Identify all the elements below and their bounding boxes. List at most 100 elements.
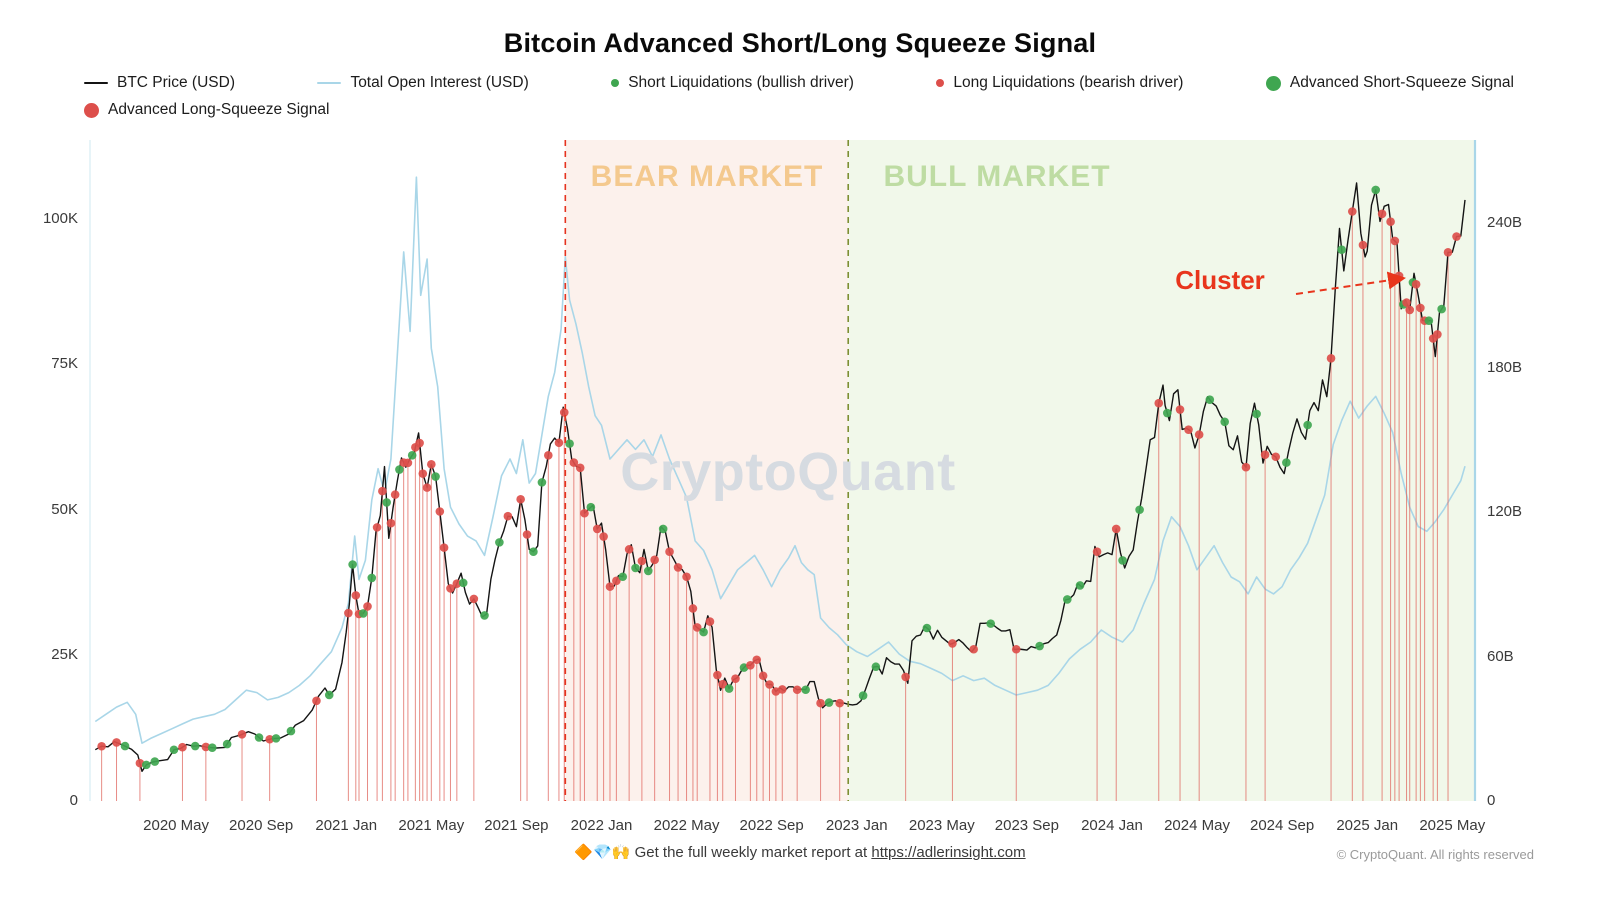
x-tick-label: 2023 May (908, 817, 975, 834)
long-squeeze-signal-dot (201, 742, 211, 752)
promo-link[interactable]: https://adlerinsight.com (871, 844, 1026, 861)
long-squeeze-signal-dot (612, 576, 621, 586)
cluster-arrow-icon (1295, 271, 1406, 295)
short-squeeze-signal-dot (724, 684, 734, 693)
short-squeeze-signal-dot (222, 739, 232, 749)
long-squeeze-signal-dot (1175, 405, 1185, 414)
short-squeeze-signal-dot (1118, 556, 1127, 565)
short-squeeze-signal-dot (529, 547, 538, 556)
legend-item-short-liquidations[interactable]: Short Liquidations (bullish driver) (611, 74, 854, 92)
y-tick-label-left: 100K (42, 209, 78, 227)
long-squeeze-signal-dot (469, 594, 479, 604)
short-squeeze-signal-dot (395, 465, 404, 474)
long-squeeze-signal-dot (1402, 298, 1411, 307)
long-squeeze-signal-dot (516, 494, 525, 504)
bear-market-label: BEAR MARKET (590, 160, 824, 193)
x-tick-label: 2023 Sep (994, 817, 1059, 834)
long-squeeze-signal-dot (1416, 303, 1425, 313)
short-squeeze-signal-dot (565, 439, 574, 448)
legend-item-btc-price[interactable]: BTC Price (USD) (84, 74, 235, 92)
legend-item-open-interest[interactable]: Total Open Interest (USD) (317, 74, 529, 92)
long-squeeze-signal-dot (503, 511, 513, 521)
long-squeeze-signal-dot (692, 623, 702, 632)
x-tick-label: 2022 May (653, 817, 720, 834)
short-squeeze-signal-dot (169, 745, 179, 755)
long-squeeze-signal-dot (1348, 207, 1357, 216)
long-squeeze-signal-dot (569, 458, 579, 467)
promo-emoji-icons: 🔶💎🙌 (574, 844, 631, 861)
long-squeeze-signal-dot (901, 672, 910, 682)
long-squeeze-signal-dot (758, 671, 768, 681)
y-tick-label-right: 240B (1487, 214, 1523, 231)
short-squeeze-signal-dot (286, 726, 296, 736)
long-squeeze-signal-dot (650, 555, 659, 565)
long-squeeze-signal-dot (372, 523, 382, 532)
x-tick-label: 2024 May (1164, 817, 1230, 834)
short-squeeze-signal-dot (871, 662, 881, 672)
short-squeeze-signal-dot (120, 741, 130, 751)
long-squeeze-signal-dot (665, 547, 674, 556)
long-squeeze-signal-dot (673, 563, 683, 572)
long-squeeze-signal-dot (178, 742, 187, 752)
x-tick-label: 2021 May (398, 817, 465, 834)
long-squeeze-signal-dot (1111, 524, 1121, 534)
x-tick-label: 2025 Jan (1336, 817, 1399, 834)
page-title: Bitcoin Advanced Short/Long Squeeze Sign… (503, 28, 1097, 58)
short-squeeze-signal-dot (495, 538, 504, 547)
short-squeeze-signal-dot (1424, 316, 1434, 326)
legend-label: Advanced Short-Squeeze Signal (1289, 74, 1514, 91)
short-squeeze-signal-dot (480, 611, 489, 620)
long-squeeze-signal-dot (816, 698, 825, 708)
long-squeeze-signal-dot (580, 508, 589, 518)
long-squeeze-signal-dot (688, 604, 698, 613)
legend-item-long-squeeze-signal[interactable]: Advanced Long-Squeeze Signal (84, 101, 329, 119)
long-squeeze-signal-dot (599, 532, 608, 541)
short-squeeze-signal-dot (348, 560, 357, 569)
long-squeeze-signal-dot (605, 582, 615, 591)
short-squeeze-signal-dot (922, 623, 932, 633)
promo-text: Get the full weekly market report at (634, 844, 868, 861)
long-squeeze-signal-dot (378, 486, 387, 496)
long-squeeze-signal-dot (418, 469, 428, 478)
long-squeeze-signal-dot (1271, 452, 1281, 462)
short-squeeze-signal-dot (271, 734, 281, 743)
legend-item-short-squeeze-signal[interactable]: Advanced Short-Squeeze Signal (1265, 74, 1514, 92)
long-squeeze-signal-dot (1092, 547, 1102, 556)
short-squeeze-dot-icon (1265, 75, 1281, 91)
short-squeeze-signal-dot (1337, 245, 1346, 254)
long-squeeze-signal-dot (427, 460, 436, 469)
long-squeeze-dot-icon (84, 102, 99, 118)
short-squeeze-signal-dot (537, 478, 547, 487)
long-squeeze-signal-dot (446, 584, 455, 593)
legend-item-long-liquidations[interactable]: Long Liquidations (bearish driver) (936, 74, 1183, 92)
short-squeeze-signal-dot (207, 743, 217, 753)
short-squeeze-signal-dot (190, 741, 200, 751)
long-squeeze-signal-dot (1184, 425, 1193, 434)
long-squeeze-signal-dot (1390, 236, 1400, 246)
short-squeeze-signal-dot (1035, 641, 1044, 651)
y-tick-label-left: 75K (51, 355, 78, 373)
long-squeeze-signal-dot (835, 698, 845, 708)
y-tick-label-right: 0 (1487, 792, 1496, 809)
legend-label: Advanced Long-Squeeze Signal (108, 101, 330, 118)
short-squeeze-signal-dot (142, 760, 151, 770)
legend-row-2: Advanced Long-Squeeze Signal (84, 101, 329, 119)
x-tick-label: 2021 Sep (484, 817, 549, 834)
x-tick-label: 2022 Sep (739, 817, 804, 834)
x-tick-label: 2024 Jan (1081, 817, 1143, 834)
long-squeeze-signal-dot (1452, 232, 1461, 241)
short-squeeze-signal-dot (1371, 185, 1381, 195)
short-squeeze-signal-dot (801, 685, 810, 695)
long-squeeze-signal-dot (112, 738, 121, 747)
y-tick-label-right: 60B (1487, 647, 1514, 665)
long-squeeze-signal-dot (1405, 305, 1415, 315)
short-squeeze-signal-dot (1135, 505, 1144, 515)
long-squeeze-signal-dot (415, 438, 424, 448)
short-squeeze-signal-dot (586, 502, 596, 512)
y-tick-label-left: 25K (51, 646, 78, 664)
long-squeeze-signal-dot (752, 655, 762, 665)
short-squeeze-signal-dot (1205, 395, 1215, 404)
long-squeeze-signal-dot (97, 741, 106, 751)
short-squeeze-signal-dot (324, 690, 334, 700)
